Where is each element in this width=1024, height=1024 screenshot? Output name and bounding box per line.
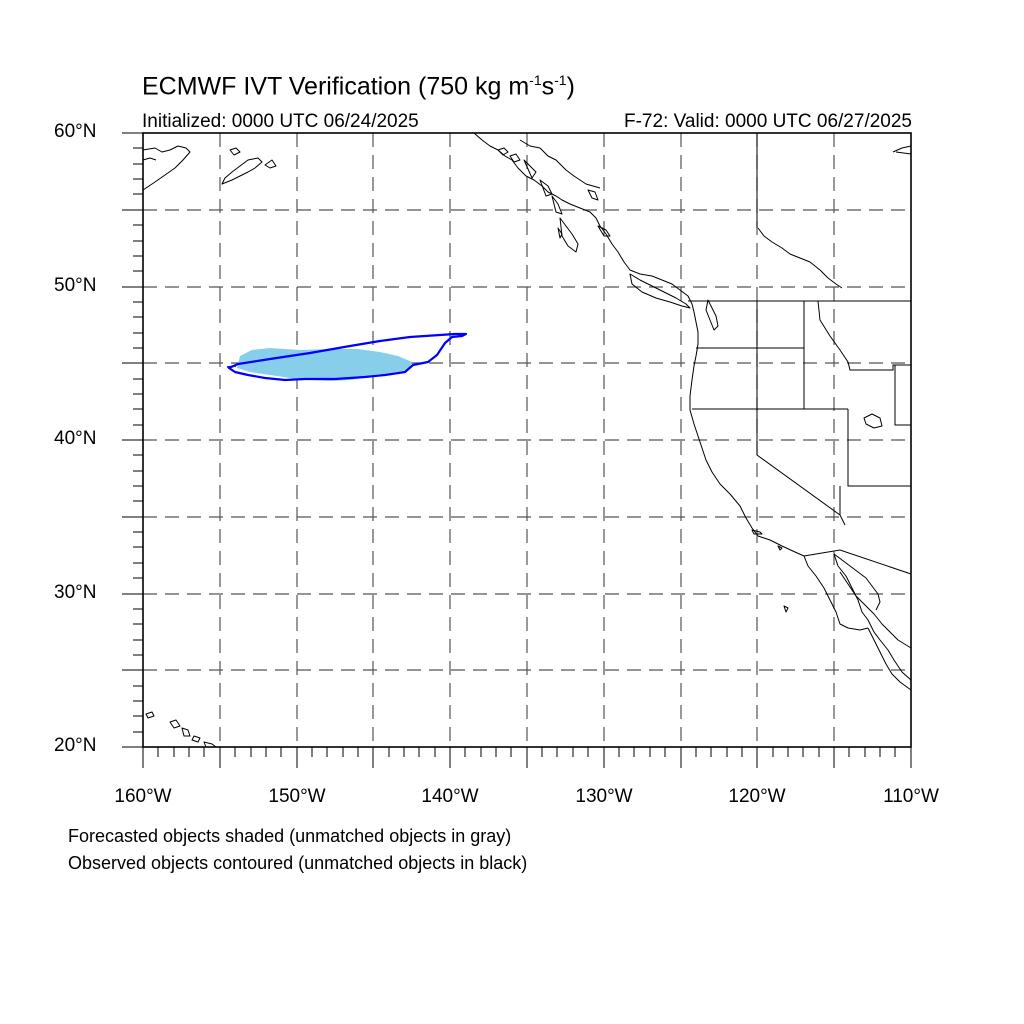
- forecast-note: Forecasted objects shaded (unmatched obj…: [68, 826, 512, 846]
- lon-label-110w: 110°W: [883, 786, 939, 807]
- map-title: ECMWF IVT Verification (750 kg m-1s-1): [142, 72, 575, 101]
- forecast-object: [237, 348, 412, 381]
- lon-label-140w: 140°W: [421, 786, 479, 807]
- lon-label-160w: 160°W: [114, 786, 172, 807]
- initialized-label: Initialized: 0000 UTC 06/24/2025: [142, 111, 419, 132]
- lat-label-20: 20°N: [54, 735, 97, 756]
- axis-ticks: [122, 132, 912, 768]
- lat-label-30: 30°N: [54, 582, 97, 603]
- lat-label-50: 50°N: [54, 275, 97, 296]
- grid-lines: [143, 133, 911, 747]
- valid-label: F-72: Valid: 0000 UTC 06/27/2025: [624, 111, 912, 132]
- observed-note: Observed objects contoured (unmatched ob…: [68, 853, 528, 873]
- lon-label-120w: 120°W: [728, 786, 786, 807]
- coastlines: [142, 132, 912, 748]
- lat-label-60: 60°N: [54, 121, 97, 142]
- lon-label-130w: 130°W: [575, 786, 633, 807]
- lat-label-40: 40°N: [54, 428, 97, 449]
- observed-contour: [227, 332, 468, 382]
- state-boundaries: [688, 133, 912, 575]
- lon-label-150w: 150°W: [268, 786, 326, 807]
